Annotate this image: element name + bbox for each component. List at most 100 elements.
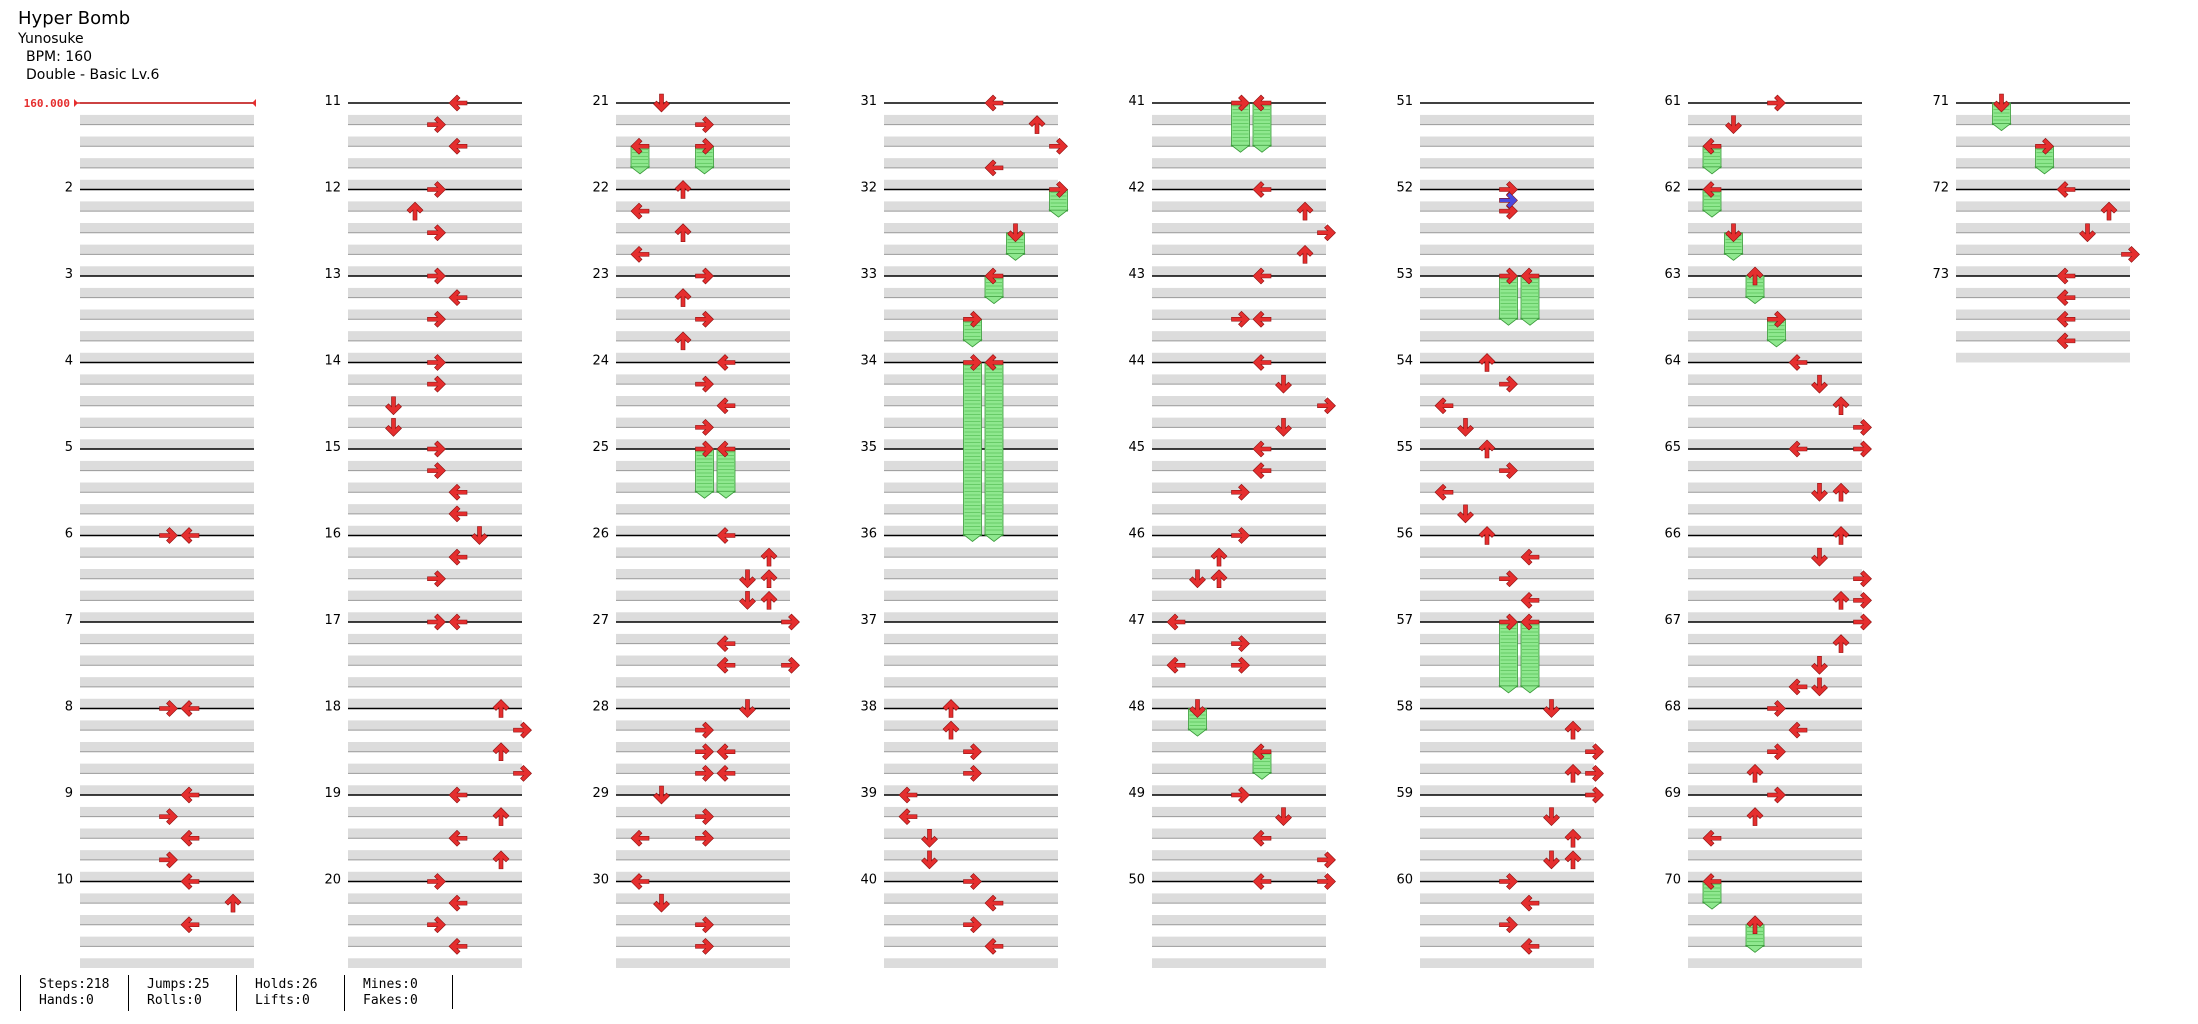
stat-rolls: Rolls:0 [147,993,202,1008]
down-arrow [1811,547,1828,567]
beat-stripe [1420,590,1594,601]
measure-number: 64 [1664,354,1681,369]
beat-stripe [884,179,1058,190]
up-arrow [492,742,510,762]
beat-stripe [1152,266,1326,276]
beat-stripe [348,417,522,428]
beat-stripe [1420,525,1594,536]
down-arrow [2079,223,2096,243]
beat-stripe [1152,958,1326,968]
measure-number: 17 [324,613,341,628]
left-arrow [2056,332,2076,350]
beat-stripe [616,655,790,666]
measure-number: 45 [1128,440,1145,455]
stat-group-holds: Holds:26 Lifts:0 [236,975,318,1011]
right-arrow [159,700,178,717]
beat-stripe [1152,374,1326,385]
left-arrow [716,527,736,544]
beat-stripe [1956,179,2130,190]
beat-stripe [1956,201,2130,212]
beat-stripe [348,936,522,947]
up-arrow [406,201,424,221]
beat-stripe [80,569,254,579]
down-arrow [471,526,488,545]
beat-stripe [1688,504,1862,514]
right-arrow [1317,224,1336,242]
measure-number: 37 [860,613,877,628]
measure-number: 61 [1664,94,1681,109]
beat-stripe [616,287,790,298]
hold-tail [962,534,983,543]
measure-number: 4 [65,354,73,369]
measure-number: 20 [324,873,341,888]
measure-number: 33 [860,267,877,282]
measure-number: 39 [860,786,877,801]
beat-stripe [1420,158,1594,168]
right-arrow [781,613,800,631]
beat-stripe [1688,179,1862,190]
beat-stripe [1420,720,1594,731]
beat-stripe [884,287,1058,298]
left-arrow [180,786,200,804]
beat-stripe [1152,201,1326,212]
measure-number: 23 [592,267,609,282]
down-arrow [739,591,756,610]
stat-group-mines: Mines:0 Fakes:0 [344,975,418,1011]
measure-number: 21 [592,94,609,109]
beat-stripe [616,504,790,514]
down-arrow [1275,807,1292,827]
beat-stripe [1420,958,1594,968]
measure-number: 50 [1128,873,1145,888]
beat-stripe [1688,720,1862,731]
left-arrow [448,548,468,566]
up-arrow [760,569,778,589]
beat-stripe [1956,114,2130,125]
beat-stripe [1688,612,1862,622]
beat-stripe [1956,266,2130,276]
up-arrow [1478,526,1496,545]
measure-number: 6 [65,527,73,542]
right-arrow [513,721,532,739]
beat-stripe [884,893,1058,904]
beat-stripe [884,958,1058,968]
beat-stripe [884,698,1058,709]
left-arrow [1702,181,1722,198]
beat-stripe [80,742,254,752]
beat-stripe [1688,569,1862,579]
up-arrow [1564,850,1582,870]
measure-number: 25 [592,440,609,455]
beat-stripe [1420,352,1594,363]
measure-number: 10 [56,873,73,888]
beat-stripe [616,525,790,536]
beat-stripe [1152,720,1326,731]
right-arrow [1499,873,1518,890]
beat-stripe [1688,223,1862,233]
hold-body [963,362,982,536]
measure-number: 35 [860,440,877,455]
beat-stripe [80,266,254,276]
right-arrow [1499,267,1518,285]
measure-number: 60 [1396,873,1413,888]
left-arrow [630,829,650,847]
left-arrow [630,245,650,263]
hold-tail [694,166,715,175]
measure-number: 63 [1664,267,1681,282]
measure-number: 5 [65,440,73,455]
up-arrow [760,590,778,610]
right-arrow [695,764,714,782]
right-arrow [513,764,532,782]
right-arrow [963,310,982,328]
left-arrow [1252,94,1272,112]
beat-stripe [1152,806,1326,817]
beat-stripe [1688,525,1862,536]
beat-stripe [1688,547,1862,558]
down-arrow [653,93,670,113]
left-arrow [1252,310,1272,328]
beat-stripe [1152,287,1326,298]
beat-stripe [80,331,254,341]
down-arrow [1725,115,1742,135]
left-arrow [1434,397,1454,415]
beat-stripe [80,482,254,493]
beat-stripe [1152,828,1326,839]
left-arrow [984,354,1004,371]
